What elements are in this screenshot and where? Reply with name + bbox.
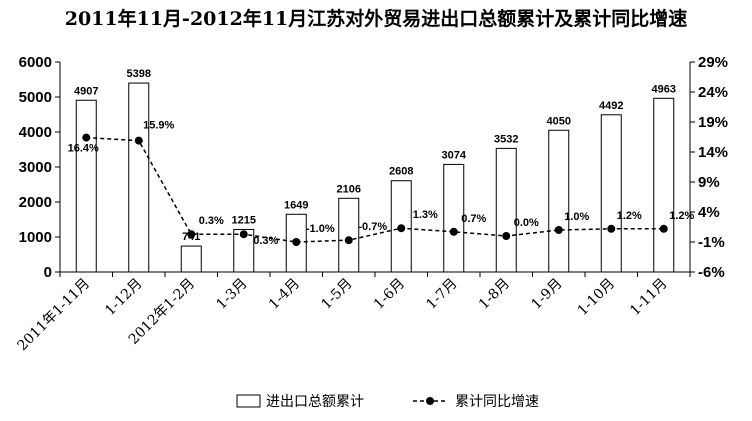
growth-point [397,224,406,233]
growth-point [344,236,353,245]
category-label: 1-6月 [371,276,408,313]
growth-point [82,133,91,142]
category-label: 1-7月 [423,276,460,313]
bar [233,228,255,273]
growth-labels: 16.4% 15.9% 0.3% 0.3% -1.0% -0.7% 1.3% 0.7% 0.0%… [68,120,695,248]
right-tick-label: 29% [698,54,728,71]
growth-line [82,133,668,246]
bar [75,99,97,273]
growth-label: 1.2% [617,210,642,222]
right-tick-label: 24% [698,84,728,101]
category-label: 1-10月 [575,276,618,319]
category-label: 1-5月 [318,276,355,313]
left-tick-label: 3000 [19,159,52,176]
bar [548,129,570,273]
growth-point [554,226,563,234]
category-label: 1-9月 [528,276,565,313]
legend: 进出口总额累计 累计同比增速 [236,394,539,410]
category-label: 1-12月 [102,276,145,319]
bar [653,97,675,273]
growth-point [607,224,616,233]
right-tick-label: 4% [698,204,720,221]
bar-label: 4907 [74,85,98,97]
left-tick-label: 1000 [19,229,52,246]
growth-label: 0.3% [199,215,224,227]
growth-point [502,232,511,240]
legend-line-label: 累计同比增速 [455,394,539,410]
bar [495,147,517,273]
left-tick-label: 0 [44,264,52,281]
growth-point [187,230,196,239]
category-label: 1-8月 [476,276,513,313]
growth-point [659,224,668,233]
category-label: 2011年1-11月 [15,276,94,355]
growth-label: 0.3% [253,235,278,247]
left-tick-label: 5000 [19,89,52,106]
bar-label: 3532 [494,133,518,145]
legend-line-dot [426,397,434,405]
growth-label: -1.0% [306,223,335,235]
right-tick-label: -6% [698,264,725,281]
growth-label: 16.4% [68,143,99,155]
left-tick-label: 4000 [19,124,52,141]
legend-bar-swatch [236,394,261,408]
growth-label: 15.9% [143,120,174,132]
bar-label: 4963 [652,83,676,95]
bar [338,197,360,273]
left-tick-label: 2000 [19,194,52,211]
growth-label: 0.7% [461,213,486,225]
growth-point [292,238,301,246]
category-label: 1-11月 [627,276,670,319]
bar-label: 4492 [599,100,623,112]
right-tick-label: 19% [698,114,728,131]
growth-point [449,227,458,236]
left-tick-label: 6000 [19,54,52,71]
right-tick-label: -1% [698,234,725,251]
growth-label: 1.2% [669,210,694,222]
bar [600,114,622,273]
bar-label: 3074 [442,149,467,161]
axes: 0 1000 2000 3000 4000 5000 6000 -6% -1% 4% 9% 14% 19… [19,54,728,281]
bar-label: 1649 [284,199,308,211]
category-label: 1-4月 [266,276,303,313]
growth-line-path [86,136,664,243]
growth-point [239,230,248,239]
growth-point [134,136,143,145]
growth-label: -0.7% [358,221,387,233]
bars [75,82,675,273]
growth-label: 1.0% [564,211,589,223]
bar-label: 4050 [547,115,571,127]
category-label: 1-3月 [213,276,250,313]
legend-bar-label: 进出口总额累计 [266,394,364,410]
bar [443,163,465,273]
bar-label: 1215 [232,214,256,226]
bar [180,245,202,273]
bar-label: 2608 [389,166,413,178]
right-tick-label: 14% [698,144,728,161]
growth-label: 1.3% [413,209,438,221]
right-tick-label: 9% [698,174,720,191]
bar-label: 5398 [127,68,151,80]
chart-title: 2011年11月-2012年11月江苏对外贸易进出口总额累计及累计同比增速 [64,8,688,30]
bar-label: 2106 [337,183,361,195]
growth-label: 0.0% [514,217,539,229]
bar [128,82,150,273]
